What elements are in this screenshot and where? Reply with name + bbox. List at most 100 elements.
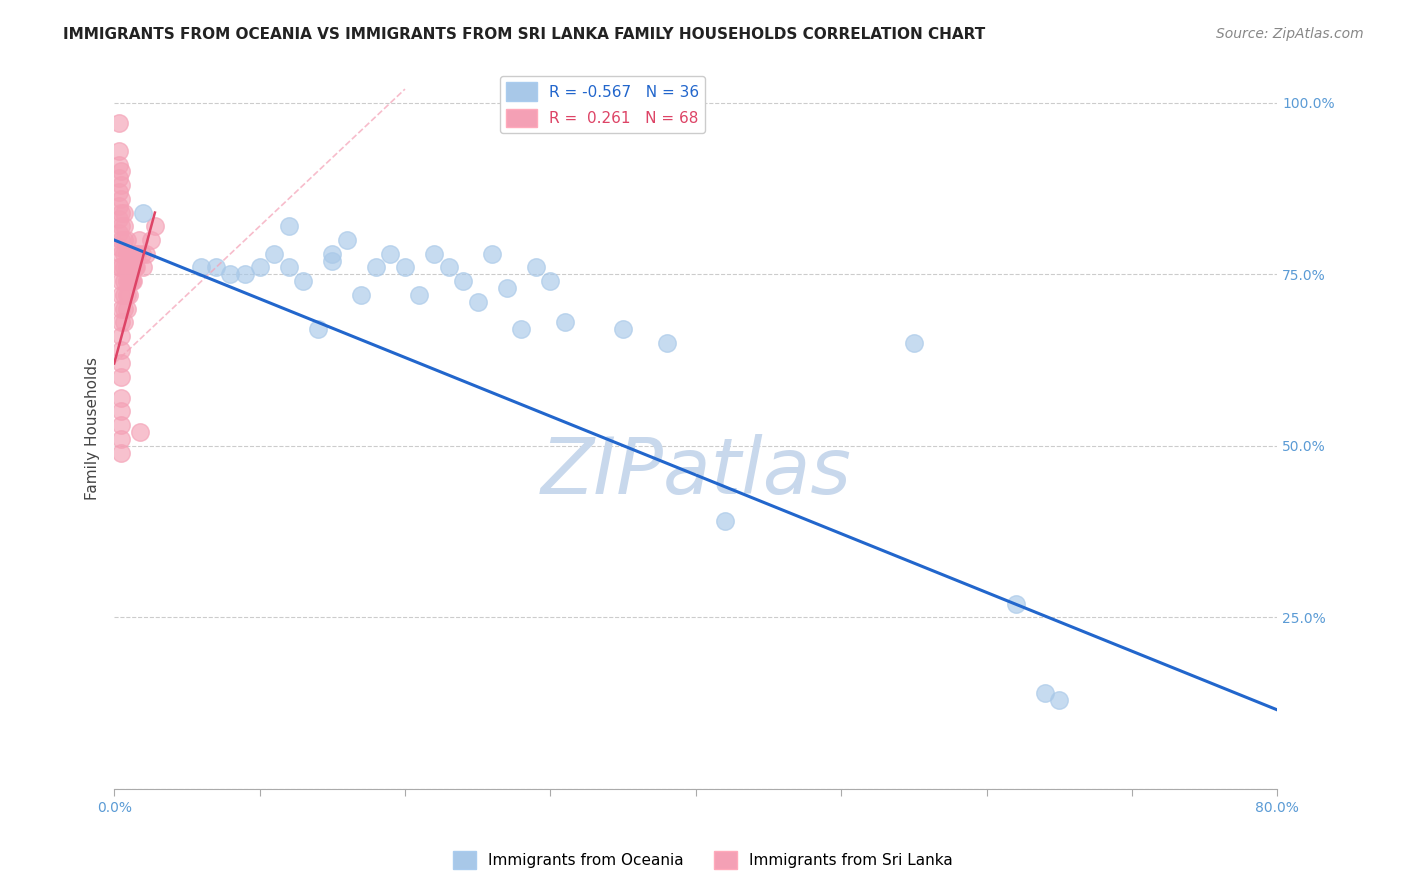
Point bbox=[118, 274, 141, 288]
Point bbox=[129, 425, 152, 439]
Point bbox=[112, 274, 135, 288]
Point bbox=[112, 260, 135, 275]
Point bbox=[110, 445, 132, 459]
Point bbox=[110, 164, 132, 178]
Point bbox=[110, 233, 132, 247]
Point bbox=[190, 260, 212, 275]
Point bbox=[467, 294, 489, 309]
Point bbox=[107, 116, 129, 130]
Point bbox=[127, 246, 149, 260]
Point bbox=[307, 322, 329, 336]
Point bbox=[112, 301, 135, 316]
Point bbox=[110, 356, 132, 370]
Point bbox=[110, 391, 132, 405]
Point bbox=[110, 288, 132, 302]
Point bbox=[125, 260, 148, 275]
Point bbox=[110, 246, 132, 260]
Point bbox=[336, 233, 359, 247]
Point bbox=[110, 315, 132, 329]
Point bbox=[120, 260, 142, 275]
Point bbox=[107, 199, 129, 213]
Point bbox=[1033, 686, 1056, 700]
Point bbox=[107, 260, 129, 275]
Point bbox=[277, 260, 299, 275]
Point bbox=[121, 246, 143, 260]
Point bbox=[135, 246, 157, 260]
Point bbox=[117, 301, 139, 316]
Point bbox=[277, 219, 299, 234]
Point bbox=[107, 144, 129, 158]
Point bbox=[110, 219, 132, 234]
Point bbox=[538, 274, 561, 288]
Point bbox=[110, 260, 132, 275]
Point bbox=[205, 260, 228, 275]
Point bbox=[350, 288, 373, 302]
Point bbox=[524, 260, 547, 275]
Point bbox=[451, 274, 474, 288]
Point bbox=[121, 274, 143, 288]
Point bbox=[143, 219, 166, 234]
Point bbox=[112, 219, 135, 234]
Point bbox=[110, 205, 132, 219]
Point bbox=[1004, 597, 1026, 611]
Point bbox=[118, 260, 141, 275]
Point bbox=[112, 205, 135, 219]
Point bbox=[107, 171, 129, 186]
Point bbox=[110, 343, 132, 357]
Point bbox=[1047, 692, 1070, 706]
Point bbox=[122, 260, 145, 275]
Point bbox=[112, 288, 135, 302]
Point bbox=[110, 192, 132, 206]
Point bbox=[110, 329, 132, 343]
Legend: R = -0.567   N = 36, R =  0.261   N = 68: R = -0.567 N = 36, R = 0.261 N = 68 bbox=[501, 76, 706, 133]
Point bbox=[131, 246, 153, 260]
Point bbox=[107, 226, 129, 240]
Point bbox=[655, 335, 678, 350]
Point bbox=[128, 233, 150, 247]
Point bbox=[380, 246, 402, 260]
Text: ZIPatlas: ZIPatlas bbox=[540, 434, 851, 510]
Point bbox=[121, 260, 143, 275]
Point bbox=[132, 205, 155, 219]
Point bbox=[110, 370, 132, 384]
Point bbox=[139, 233, 162, 247]
Point bbox=[437, 260, 460, 275]
Point bbox=[510, 322, 533, 336]
Legend: Immigrants from Oceania, Immigrants from Sri Lanka: Immigrants from Oceania, Immigrants from… bbox=[447, 845, 959, 875]
Point bbox=[118, 288, 141, 302]
Point bbox=[495, 281, 517, 295]
Point bbox=[110, 178, 132, 193]
Point bbox=[110, 301, 132, 316]
Point bbox=[110, 432, 132, 446]
Point bbox=[112, 233, 135, 247]
Point bbox=[554, 315, 576, 329]
Point bbox=[117, 260, 139, 275]
Point bbox=[110, 404, 132, 418]
Point bbox=[117, 233, 139, 247]
Point bbox=[321, 246, 343, 260]
Point bbox=[117, 246, 139, 260]
Point bbox=[107, 240, 129, 254]
Point bbox=[292, 274, 315, 288]
Point bbox=[612, 322, 634, 336]
Text: Source: ZipAtlas.com: Source: ZipAtlas.com bbox=[1216, 27, 1364, 41]
Point bbox=[394, 260, 416, 275]
Point bbox=[321, 253, 343, 268]
Point bbox=[122, 274, 145, 288]
Point bbox=[481, 246, 503, 260]
Point bbox=[112, 315, 135, 329]
Point bbox=[110, 418, 132, 433]
Text: IMMIGRANTS FROM OCEANIA VS IMMIGRANTS FROM SRI LANKA FAMILY HOUSEHOLDS CORRELATI: IMMIGRANTS FROM OCEANIA VS IMMIGRANTS FR… bbox=[63, 27, 986, 42]
Point bbox=[249, 260, 271, 275]
Point bbox=[132, 260, 155, 275]
Point bbox=[117, 288, 139, 302]
Point bbox=[263, 246, 285, 260]
Point bbox=[112, 246, 135, 260]
Point bbox=[120, 274, 142, 288]
Point bbox=[714, 514, 737, 528]
Y-axis label: Family Households: Family Households bbox=[86, 357, 100, 500]
Point bbox=[117, 274, 139, 288]
Point bbox=[364, 260, 387, 275]
Point bbox=[107, 185, 129, 199]
Point bbox=[125, 246, 148, 260]
